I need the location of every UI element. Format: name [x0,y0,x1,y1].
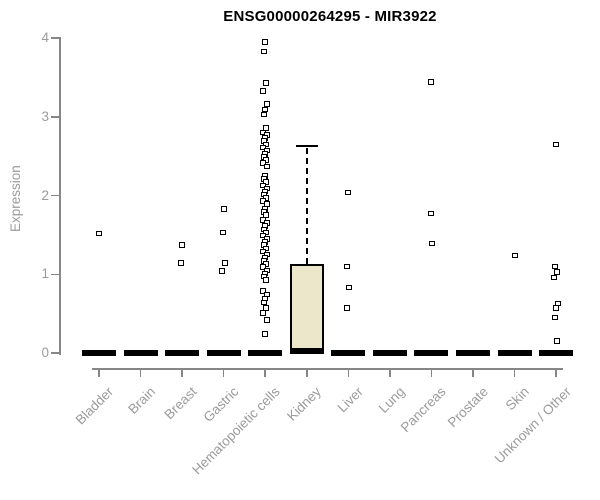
y-tick-label: 0 [41,345,49,360]
outlier-point [263,277,270,283]
median-line [289,348,324,355]
outlier-point [552,314,559,321]
outlier-point [178,260,185,266]
outlier-point [343,305,350,311]
outlier-point [261,48,268,55]
outlier-point [260,182,267,188]
outlier-point [553,338,560,344]
median-line [372,350,407,356]
outlier-point [261,111,268,118]
outlier-point [553,141,560,148]
outlier-point [429,240,436,247]
median-line [497,350,532,356]
median-line [165,350,200,356]
y-axis-tick [51,37,59,39]
x-axis-tick [513,369,516,377]
outlier-point [428,79,435,85]
x-axis-tick [555,369,557,377]
outlier-point [219,229,226,236]
x-axis-tick [389,369,391,377]
x-tick-label: Liver [334,384,366,416]
outlier-point [218,268,225,274]
x-tick-label: Bladder [73,384,117,428]
outlier-point [553,269,560,275]
x-tick-label: Brain [125,384,159,417]
outlier-point [346,284,353,291]
outlier-point [260,264,267,270]
outlier-point [96,230,102,237]
x-axis-tick [347,369,350,377]
x-tick-label: Kidney [284,384,325,424]
outlier-point [263,80,270,86]
median-line [123,350,158,356]
outlier-point [345,189,352,196]
x-tick-label: Breast [161,384,200,423]
outlier-point [552,263,559,270]
median-line [248,350,283,356]
y-tick-label: 1 [41,266,49,282]
x-axis-tick [472,369,474,377]
outlier-point [260,88,267,94]
outlier-point [427,210,434,217]
outlier-point [511,252,518,259]
x-axis-tick [306,369,308,377]
outlier-point [260,232,267,239]
outlier-point [553,305,560,311]
x-axis-tick [181,369,183,377]
x-tick-label: Skin [502,384,533,414]
outlier-point [264,317,270,323]
outlier-point [260,288,267,294]
y-axis-line [59,37,61,355]
outlier-point [260,310,267,316]
x-axis-tick [222,369,225,377]
median-line [206,350,241,356]
y-axis-tick [51,352,59,354]
median-line [539,350,574,356]
outlier-point [260,144,267,151]
median-line [414,350,449,356]
outlier-point [261,299,268,306]
y-axis-tick [51,273,59,275]
y-axis-tick [51,116,59,118]
outlier-point [221,260,228,266]
boxplot-box [289,264,324,353]
outlier-point [260,217,267,223]
x-tick-label: Unknown / Other [491,384,574,467]
outlier-point [262,331,269,337]
x-tick-label: Gastric [200,384,242,425]
x-axis-tick [264,369,266,377]
y-tick-label: 3 [41,108,49,124]
x-axis-tick [139,369,142,377]
outlier-point [179,242,186,248]
x-tick-label: Lung [375,384,408,416]
y-tick-label: 4 [41,30,49,45]
outlier-point [344,263,351,270]
outlier-point [260,160,267,166]
x-tick-label: Prostate [444,384,491,431]
x-axis-tick [98,369,100,377]
outlier-point [220,206,227,212]
median-line [82,350,116,356]
outlier-point [264,101,270,107]
outlier-point [260,248,267,255]
outlier-point [551,274,558,281]
outlier-point [264,163,270,170]
chart-title: ENSG00000264295 - MIR3922 [223,8,437,25]
x-axis-tick [430,369,433,377]
median-line [331,350,366,356]
whisker-line [305,147,308,264]
x-tick-label: Pancreas [398,384,450,435]
y-tick-label: 2 [41,187,49,203]
median-line [455,350,490,356]
outlier-point [262,39,269,45]
x-axis-line [92,368,563,370]
y-axis-tick [51,194,59,197]
whisker-cap [295,144,318,148]
outlier-point [260,198,267,204]
